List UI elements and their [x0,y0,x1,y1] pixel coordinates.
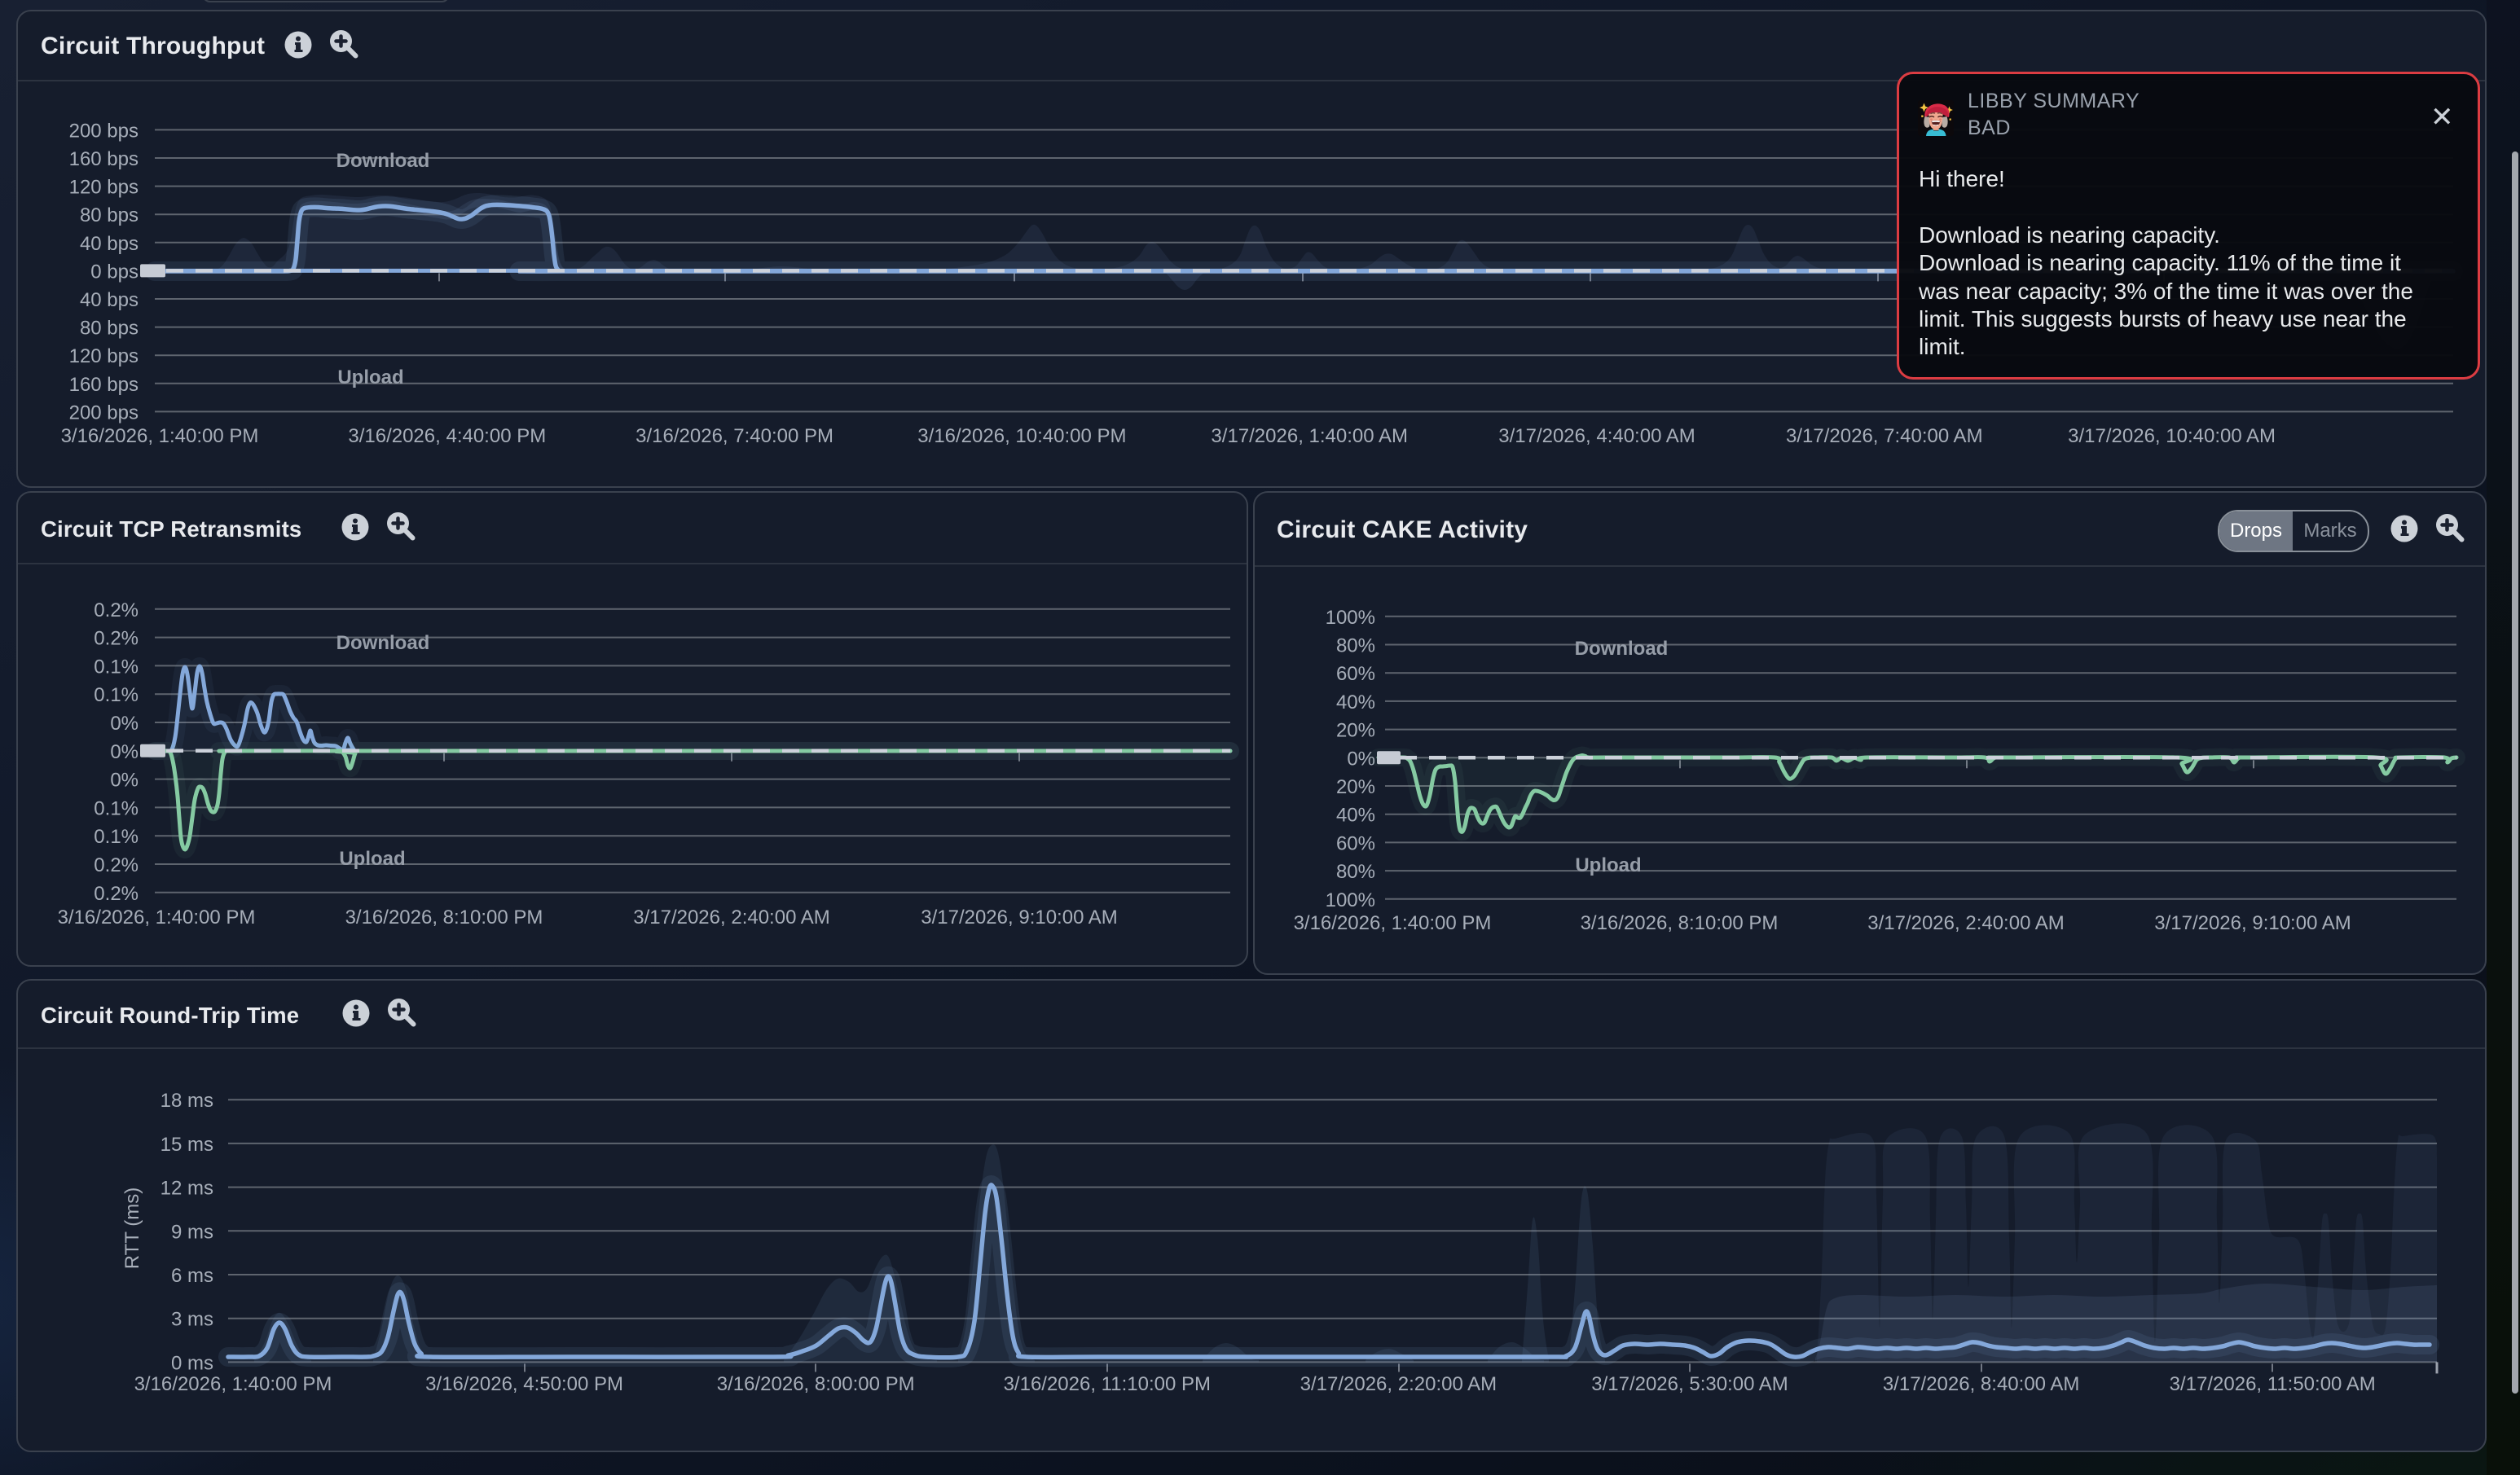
svg-text:12 ms: 12 ms [161,1178,213,1200]
svg-text:80%: 80% [1336,861,1375,883]
svg-text:0%: 0% [110,741,139,763]
svg-text:3/16/2026, 4:40:00 PM: 3/16/2026, 4:40:00 PM [348,425,546,447]
svg-text:100%: 100% [1326,889,1375,911]
svg-text:9 ms: 9 ms [171,1221,213,1243]
svg-text:80 bps: 80 bps [80,318,139,340]
svg-text:3/16/2026, 11:10:00 PM: 3/16/2026, 11:10:00 PM [1004,1373,1211,1395]
svg-text:3/17/2026, 7:40:00 AM: 3/17/2026, 7:40:00 AM [1786,425,1983,447]
svg-text:3/17/2026, 5:30:00 AM: 3/17/2026, 5:30:00 AM [1591,1373,1788,1395]
svg-text:0.1%: 0.1% [94,826,139,848]
svg-text:RTT (ms): RTT (ms) [121,1187,143,1269]
svg-text:3/16/2026, 1:40:00 PM: 3/16/2026, 1:40:00 PM [134,1373,332,1395]
svg-text:3/16/2026, 8:10:00 PM: 3/16/2026, 8:10:00 PM [1581,912,1779,934]
svg-text:0.2%: 0.2% [94,883,139,905]
svg-text:3/17/2026, 10:40:00 AM: 3/17/2026, 10:40:00 AM [2068,425,2276,447]
svg-text:200 bps: 200 bps [69,120,139,142]
svg-text:3 ms: 3 ms [171,1309,213,1331]
svg-text:100%: 100% [1326,607,1375,629]
svg-text:3/17/2026, 11:50:00 AM: 3/17/2026, 11:50:00 AM [2170,1373,2376,1395]
svg-text:3/17/2026, 2:40:00 AM: 3/17/2026, 2:40:00 AM [1867,912,2065,934]
svg-text:80%: 80% [1336,635,1375,657]
svg-text:120 bps: 120 bps [69,177,139,199]
svg-text:3/16/2026, 7:40:00 PM: 3/16/2026, 7:40:00 PM [635,425,833,447]
svg-text:Upload: Upload [339,848,405,870]
svg-text:40 bps: 40 bps [80,289,139,311]
svg-text:3/17/2026, 1:40:00 AM: 3/17/2026, 1:40:00 AM [1211,425,1408,447]
svg-text:200 bps: 200 bps [69,402,139,424]
svg-text:60%: 60% [1336,832,1375,854]
svg-text:3/16/2026, 1:40:00 PM: 3/16/2026, 1:40:00 PM [61,425,259,447]
svg-text:0.2%: 0.2% [94,854,139,876]
svg-text:3/17/2026, 9:10:00 AM: 3/17/2026, 9:10:00 AM [2154,912,2351,934]
svg-text:3/17/2026, 8:40:00 AM: 3/17/2026, 8:40:00 AM [1883,1373,2080,1395]
svg-text:3/16/2026, 1:40:00 PM: 3/16/2026, 1:40:00 PM [1294,912,1492,934]
svg-text:Download: Download [1575,638,1669,660]
svg-text:0%: 0% [110,713,139,735]
svg-text:20%: 20% [1336,776,1375,798]
svg-text:3/16/2026, 8:10:00 PM: 3/16/2026, 8:10:00 PM [345,907,543,928]
svg-text:Download: Download [336,632,430,654]
svg-text:0 bps: 0 bps [90,261,139,283]
svg-text:3/17/2026, 2:20:00 AM: 3/17/2026, 2:20:00 AM [1300,1373,1497,1395]
svg-text:3/16/2026, 8:00:00 PM: 3/16/2026, 8:00:00 PM [717,1373,915,1395]
svg-text:0 ms: 0 ms [171,1352,213,1374]
svg-text:0.1%: 0.1% [94,797,139,819]
svg-text:20%: 20% [1336,720,1375,742]
svg-text:3/16/2026, 10:40:00 PM: 3/16/2026, 10:40:00 PM [917,425,1126,447]
svg-text:Upload: Upload [1575,854,1641,876]
svg-text:0%: 0% [110,770,139,792]
svg-text:80 bps: 80 bps [80,204,139,226]
svg-text:3/16/2026, 4:50:00 PM: 3/16/2026, 4:50:00 PM [425,1373,623,1395]
svg-text:160 bps: 160 bps [69,148,139,170]
svg-text:40 bps: 40 bps [80,233,139,255]
svg-text:3/16/2026, 1:40:00 PM: 3/16/2026, 1:40:00 PM [58,907,256,928]
svg-text:15 ms: 15 ms [161,1134,213,1156]
svg-text:3/17/2026, 4:40:00 AM: 3/17/2026, 4:40:00 AM [1498,425,1695,447]
svg-text:Upload: Upload [337,367,403,389]
svg-text:120 bps: 120 bps [69,345,139,367]
svg-text:0%: 0% [1347,748,1375,770]
svg-text:40%: 40% [1336,691,1375,713]
svg-text:0.2%: 0.2% [94,628,139,650]
svg-text:40%: 40% [1336,805,1375,827]
svg-text:3/17/2026, 9:10:00 AM: 3/17/2026, 9:10:00 AM [921,907,1118,928]
svg-text:Download: Download [336,150,430,172]
svg-text:0.2%: 0.2% [94,599,139,621]
svg-text:6 ms: 6 ms [171,1265,213,1287]
svg-text:0.1%: 0.1% [94,684,139,706]
svg-text:160 bps: 160 bps [69,374,139,396]
svg-text:60%: 60% [1336,663,1375,685]
svg-text:18 ms: 18 ms [161,1090,213,1112]
svg-text:3/17/2026, 2:40:00 AM: 3/17/2026, 2:40:00 AM [633,907,830,928]
svg-text:0.1%: 0.1% [94,656,139,678]
